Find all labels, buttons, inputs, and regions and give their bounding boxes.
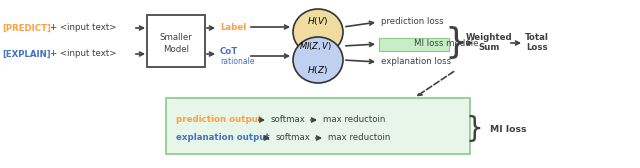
Text: Sum: Sum [478,44,500,52]
Text: Label: Label [220,23,246,32]
FancyBboxPatch shape [166,98,470,154]
Text: rationale: rationale [220,56,255,66]
Text: $H(Z)$: $H(Z)$ [307,64,328,76]
Text: CoT: CoT [220,48,238,56]
Text: [PREDICT]: [PREDICT] [2,24,51,32]
Text: $H(V)$: $H(V)$ [307,15,328,27]
Text: }: } [445,26,467,60]
Text: Model: Model [163,46,189,54]
Text: softmax: softmax [271,116,306,124]
FancyBboxPatch shape [379,38,449,51]
Text: explanation output: explanation output [176,134,269,142]
Text: MI loss module: MI loss module [414,39,479,49]
Ellipse shape [293,9,343,55]
Text: prediction output: prediction output [176,116,262,124]
FancyBboxPatch shape [147,15,205,67]
Text: Loss: Loss [526,44,548,52]
Text: explanation loss: explanation loss [381,57,451,67]
Text: [EXPLAIN]: [EXPLAIN] [2,50,51,58]
Text: prediction loss: prediction loss [381,17,444,27]
Text: }: } [465,115,483,143]
Text: max reductoin: max reductoin [323,116,385,124]
Text: softmax: softmax [276,134,311,142]
Text: Total: Total [525,32,549,41]
Text: MI loss: MI loss [490,124,527,134]
Text: + <input text>: + <input text> [50,50,116,58]
Ellipse shape [293,37,343,83]
Text: Smaller: Smaller [159,32,193,41]
Text: max reductoin: max reductoin [328,134,390,142]
Text: + <input text>: + <input text> [50,24,116,32]
Text: $MI(Z,V)$: $MI(Z,V)$ [300,40,333,52]
Text: Weighted: Weighted [466,32,512,41]
